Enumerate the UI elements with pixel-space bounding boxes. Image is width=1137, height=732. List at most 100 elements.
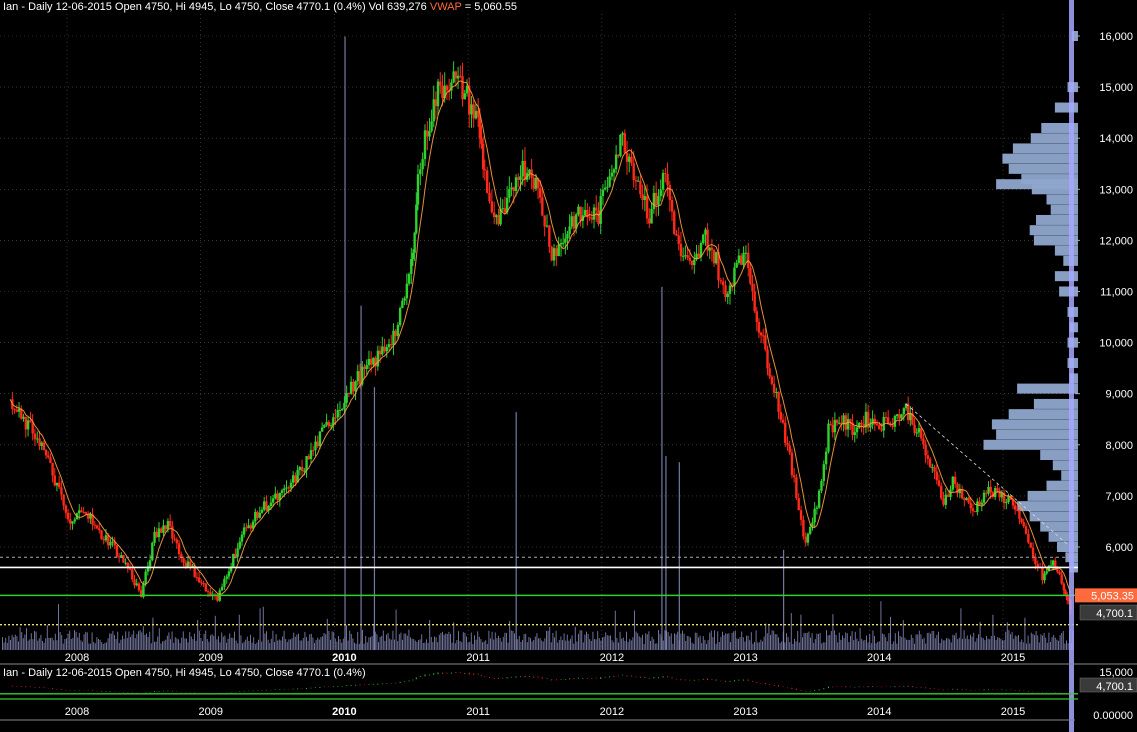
candle-body [710,247,714,250]
volume-bar [693,643,695,650]
volume-bar [382,630,384,650]
candle-body [797,498,800,511]
volume-bar [157,636,159,650]
volume-spike [783,549,785,650]
volume-bar [1058,640,1059,650]
volume-bar [605,632,607,650]
volume-bar [982,638,984,650]
candle-body [641,194,644,201]
volume-profile-bar [1030,133,1078,144]
volume-bar [950,642,952,650]
volume-bar [925,643,927,650]
volume-bar [1000,638,1002,650]
volume-bar [848,642,850,650]
volume-bar [453,622,455,650]
candle-body [913,424,916,433]
volume-bar [387,632,389,650]
volume-bar [472,643,474,650]
volume-bar [704,639,706,650]
volume-bar [368,637,370,650]
x-tick-label: 2013 [733,652,757,664]
volume-bar [541,640,543,650]
volume-bar [574,626,576,650]
volume-profile-bar [1027,490,1078,501]
volume-profile-bar [983,439,1078,450]
candle-body [521,160,524,177]
candle-body [372,357,375,365]
volume-profile-bar [1052,460,1078,471]
candle-body [124,562,127,564]
candle-body [476,110,480,118]
volume-bar [144,634,146,650]
volume-bar [155,641,157,650]
volume-bar [581,630,583,650]
candle-body [601,189,605,196]
volume-bar [459,641,461,650]
candle-body [309,450,313,460]
candle-body [327,421,331,427]
volume-bar [342,638,344,650]
candle-body [274,493,277,499]
candle-body [842,415,845,425]
volume-bar [818,633,819,650]
volume-bar [680,633,682,650]
candle-body [561,242,565,244]
volume-bar [534,636,536,650]
candle-body [987,486,990,494]
volume-bar [518,636,520,650]
volume-bar [896,643,898,650]
volume-bar [106,642,107,650]
volume-profile-bar [1017,501,1078,512]
candle-body [668,185,671,201]
volume-profile-bar [1033,398,1078,409]
volume-bar [614,610,616,650]
volume-bar [589,639,591,650]
candle-body [122,555,125,563]
volume-bar [288,639,290,650]
volume-bar [293,632,295,650]
volume-bar [979,621,981,650]
candle-body [472,104,475,119]
volume-bar [706,643,707,650]
volume-profile-bar [1059,286,1078,297]
candle-body [1029,542,1032,548]
candle-body [478,117,482,139]
volume-bar [214,615,216,650]
candle-body [1065,594,1069,601]
candle-body [630,156,633,164]
volume-bar [475,639,477,650]
volume-bar [683,633,685,650]
volume-bar [349,630,351,650]
candle-body [963,498,966,501]
volume-bar [637,633,639,650]
sub-x-tick-label: 2013 [733,706,757,718]
sub-x-tick-label: 2012 [600,706,624,718]
volume-bar [306,637,307,650]
candle-body [227,571,231,577]
volume-profile-bar [1046,194,1078,205]
volume-bar [400,632,402,650]
volume-bar [774,634,776,650]
volume-bar [486,643,488,650]
volume-bar [147,636,149,650]
candle-body [871,418,874,425]
volume-bar [270,638,272,650]
volume-bar [469,641,471,650]
volume-bar [178,639,179,650]
candle-body [786,443,789,446]
volume-bar [427,642,429,650]
volume-bar [22,638,24,650]
cursor-vertical-line [1069,0,1074,732]
volume-bar [258,639,259,650]
candle-body [1054,560,1057,569]
volume-bar [243,641,245,650]
candle-body [452,71,455,83]
volume-bar [877,641,879,650]
volume-bar [843,638,845,650]
volume-bar [672,643,674,650]
volume-bar [203,633,205,650]
candle-body [588,216,591,218]
candle-body [410,259,413,274]
volume-bar [82,641,83,650]
candle-body [829,423,832,425]
